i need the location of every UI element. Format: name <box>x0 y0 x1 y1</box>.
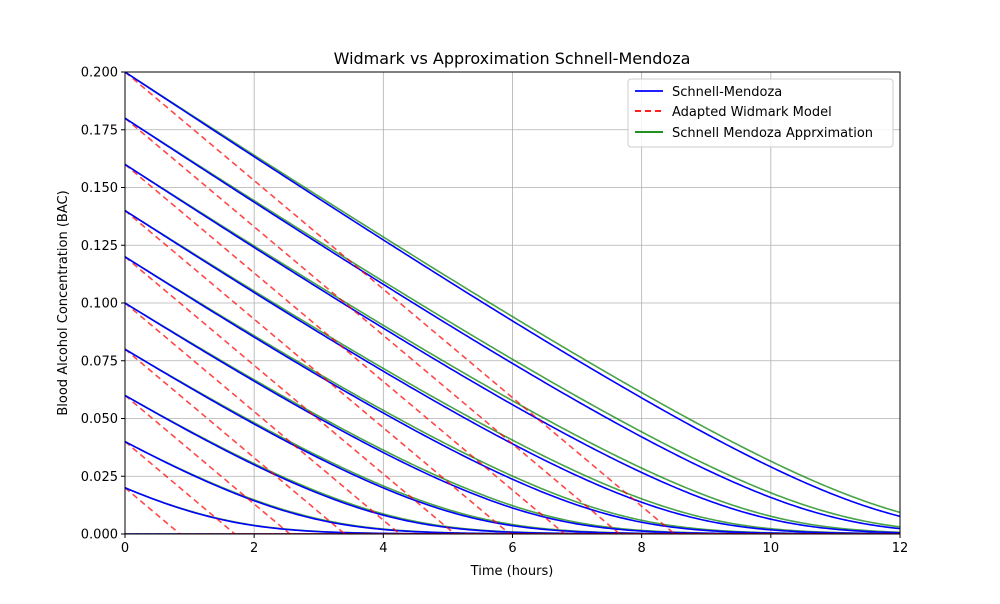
approximation-curve <box>125 117 900 528</box>
y-tick-label: 0.200 <box>81 66 118 81</box>
y-tick-label: 0.125 <box>81 239 118 254</box>
approximation-curve <box>125 209 900 534</box>
y-tick-label: 0.050 <box>81 412 118 427</box>
chart-title: Widmark vs Approximation Schnell-Mendoza <box>334 49 691 68</box>
legend-label-widmark: Adapted Widmark Model <box>672 105 832 120</box>
legend-label-approximation: Schnell Mendoza Apprximation <box>672 126 873 141</box>
legend-label-schnell-mendoza: Schnell-Mendoza <box>672 85 782 100</box>
y-tick-label: 0.075 <box>81 354 118 369</box>
x-tick-label: 12 <box>892 541 909 556</box>
y-tick-label: 0.025 <box>81 470 118 485</box>
x-tick-label: 2 <box>250 541 258 556</box>
schnell-mendoza-curve <box>125 256 900 534</box>
schnell-mendoza-curve <box>125 163 900 534</box>
schnell-mendoza-curve <box>125 117 900 530</box>
legend-frame <box>627 78 894 148</box>
y-tick-label: 0.150 <box>81 181 118 196</box>
schnell-mendoza-curve <box>125 209 900 534</box>
y-tick-label: 0.000 <box>81 528 118 543</box>
x-axis-label: Time (hours) <box>470 564 554 579</box>
ticks: 0 2 4 6 8 10 12 0.000 0.025 0.050 0.075 0.100 0.125 0… <box>81 66 908 557</box>
x-tick-label: 6 <box>508 541 516 556</box>
x-tick-label: 8 <box>638 541 646 556</box>
y-tick-label: 0.100 <box>81 297 118 312</box>
y-axis-label: Blood Alcohol Concentration (BAC) <box>56 190 71 415</box>
y-tick-label: 0.175 <box>81 123 118 138</box>
approximation-curve <box>125 72 900 514</box>
x-tick-label: 10 <box>763 541 780 556</box>
schnell-mendoza-curve <box>125 72 900 518</box>
legend: Schnell-Mendoza Adapted Widmark Model Sc… <box>627 78 894 148</box>
x-tick-label: 0 <box>121 541 129 556</box>
approximation-curve <box>125 163 900 534</box>
x-tick-label: 4 <box>379 541 387 556</box>
